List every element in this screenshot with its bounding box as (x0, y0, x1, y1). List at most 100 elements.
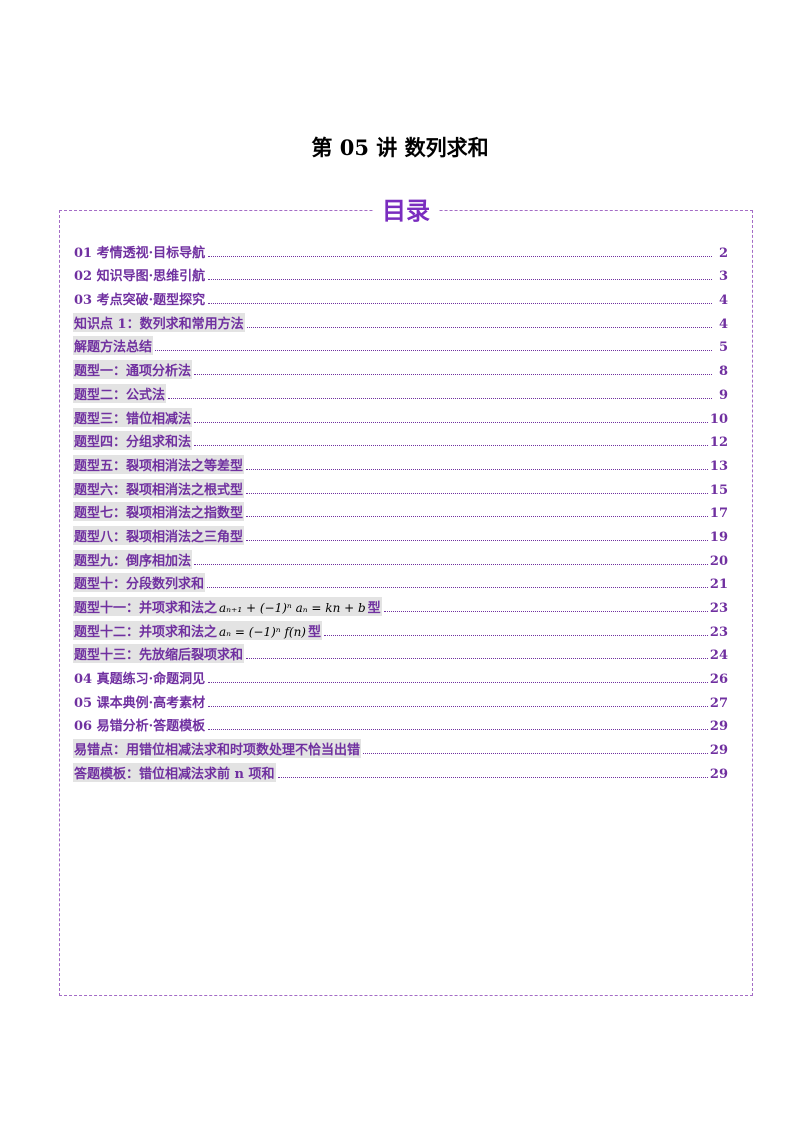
toc-entry-text: 题型十三：先放缩后裂项求和 (74, 648, 244, 664)
toc-entry-label[interactable]: 题型十三：先放缩后裂项求和 (73, 644, 245, 664)
toc-leader-dots (246, 326, 712, 328)
toc-entry-text: 04 真题练习·命题洞见 (74, 672, 206, 688)
toc-page-number[interactable]: 4 (718, 293, 728, 309)
toc-leader-dots (324, 634, 708, 636)
toc-page-number[interactable]: 2 (718, 245, 728, 261)
toc-entry-text: 题型七：裂项相消法之指数型 (74, 506, 244, 522)
toc-entry[interactable]: 易错点：用错位相减法求和时项数处理不恰当出错 29 (73, 734, 728, 759)
toc-leader-dots (194, 563, 708, 565)
toc-entry-label[interactable]: 题型九：倒序相加法 (73, 549, 193, 569)
toc-leader-dots (168, 397, 712, 399)
toc-entry-label[interactable]: 题型三：错位相减法 (73, 407, 193, 427)
toc-page-number[interactable]: 4 (718, 316, 728, 332)
toc-entry-label[interactable]: 03 考点突破·题型探究 (73, 289, 206, 308)
toc-page-number[interactable]: 29 (709, 766, 728, 782)
toc-entry-text: 题型十一：并项求和法之 (74, 601, 218, 616)
toc-entry-label[interactable]: 01 考情透视·目标导航 (73, 242, 206, 261)
toc-entry[interactable]: 题型四：分组求和法 12 (73, 427, 728, 451)
toc-entry-label[interactable]: 易错点：用错位相减法求和时项数处理不恰当出错 (73, 739, 362, 759)
toc-leader-dots (246, 468, 708, 470)
toc-entry-text: 题型四：分组求和法 (74, 435, 192, 451)
toc-leader-dots (246, 515, 708, 518)
toc-page-number[interactable]: 29 (709, 719, 728, 735)
toc-entry[interactable]: 05 课本典例·高考素材 27 (73, 687, 728, 711)
toc-entry[interactable]: 题型五：裂项相消法之等差型 13 (73, 450, 728, 474)
toc-entry-text: 06 易错分析·答题模板 (74, 719, 206, 735)
toc-entry[interactable]: 题型六：裂项相消法之根式型 15 (73, 474, 728, 498)
toc-leader-dots (194, 421, 708, 423)
toc-entry[interactable]: 题型七：裂项相消法之指数型 17 (73, 498, 728, 522)
toc-entry-text: 题型一：通项分析法 (74, 364, 192, 380)
toc-entry-label[interactable]: 题型一：通项分析法 (73, 360, 193, 380)
toc-entry[interactable]: 答题模板：错位相减法求前 n 项和 29 (73, 758, 728, 782)
toc-page-number[interactable]: 20 (709, 553, 728, 569)
toc-entry[interactable]: 题型一：通项分析法 8 (73, 355, 728, 380)
toc-page-number[interactable]: 29 (709, 743, 728, 759)
toc-page-number[interactable]: 3 (718, 269, 728, 285)
toc-page-number[interactable]: 8 (718, 364, 728, 380)
toc-entry-text: 题型二：公式法 (74, 387, 166, 403)
toc-entry[interactable]: 题型十二：并项求和法之 aₙ = (−1)ⁿ f(n) 型 23 (73, 616, 728, 640)
toc-page-number[interactable]: 15 (709, 482, 728, 498)
toc-page-number[interactable]: 27 (709, 695, 728, 711)
toc-list: 01 考情透视·目标导航 2 02 知识导图·思维引航 3 03 考点突破·题型探究 4 知… (73, 237, 728, 782)
toc-leader-dots (208, 681, 708, 684)
toc-leader-dots (208, 278, 712, 281)
toc-page-number[interactable]: 21 (709, 577, 728, 593)
toc-entry-label[interactable]: 题型七：裂项相消法之指数型 (73, 502, 245, 522)
toc-entry-label[interactable]: 题型十二：并项求和法之 aₙ = (−1)ⁿ f(n) 型 (73, 620, 322, 640)
toc-page-number[interactable]: 10 (709, 411, 728, 427)
toc-entry[interactable]: 题型十一：并项求和法之 aₙ₊₁ + (−1)ⁿ aₙ = kn + b 型 23 (73, 592, 728, 616)
toc-entry-text: 题型六：裂项相消法之根式型 (74, 482, 244, 498)
toc-entry-label[interactable]: 解题方法总结 (73, 336, 154, 356)
toc-entry-label[interactable]: 题型八：裂项相消法之三角型 (73, 525, 245, 545)
toc-entry[interactable]: 题型十三：先放缩后裂项求和 24 (73, 640, 728, 664)
toc-entry[interactable]: 题型八：裂项相消法之三角型 19 (73, 521, 728, 545)
toc-entry-text: 题型八：裂项相消法之三角型 (74, 529, 244, 545)
toc-page-number[interactable]: 12 (709, 435, 728, 451)
toc-entry-formula: aₙ = (−1)ⁿ f(n) (219, 624, 306, 639)
toc-entry[interactable]: 01 考情透视·目标导航 2 (73, 237, 728, 261)
toc-entry-suffix: 型 (367, 601, 381, 616)
toc-entry[interactable]: 06 易错分析·答题模板 29 (73, 711, 728, 735)
toc-leader-dots (194, 373, 712, 376)
toc-entry-label[interactable]: 06 易错分析·答题模板 (73, 715, 206, 734)
toc-leader-dots (208, 705, 708, 707)
toc-page-number[interactable]: 9 (718, 387, 728, 403)
toc-entry-label[interactable]: 知识点 1：数列求和常用方法 (73, 312, 245, 332)
toc-entry-label[interactable]: 05 课本典例·高考素材 (73, 692, 206, 711)
toc-entry[interactable]: 题型二：公式法 9 (73, 379, 728, 403)
toc-page-number[interactable]: 26 (709, 672, 728, 688)
toc-page-number[interactable]: 13 (709, 458, 728, 474)
toc-entry[interactable]: 题型十：分段数列求和 21 (73, 569, 728, 593)
toc-page-number[interactable]: 23 (709, 624, 728, 640)
toc-page-number[interactable]: 19 (709, 529, 728, 545)
document-title: 第 05 讲 数列求和 (311, 135, 489, 160)
toc-entry-label[interactable]: 题型四：分组求和法 (73, 431, 193, 451)
toc-entry[interactable]: 题型三：错位相减法 10 (73, 403, 728, 427)
toc-leader-dots (246, 657, 708, 660)
toc-page-number[interactable]: 24 (709, 648, 728, 664)
toc-page-number[interactable]: 17 (709, 506, 728, 522)
toc-entry-label[interactable]: 题型二：公式法 (73, 383, 167, 403)
toc-entry-label[interactable]: 题型六：裂项相消法之根式型 (73, 478, 245, 498)
toc-entry[interactable]: 解题方法总结 5 (73, 332, 728, 356)
toc-entry-text: 01 考情透视·目标导航 (74, 245, 206, 261)
toc-heading: 目录 (374, 197, 438, 225)
toc-entry-label[interactable]: 题型十：分段数列求和 (73, 573, 206, 593)
toc-entry[interactable]: 题型九：倒序相加法 20 (73, 545, 728, 569)
toc-page-number[interactable]: 5 (718, 340, 728, 356)
toc-entry[interactable]: 知识点 1：数列求和常用方法 4 (73, 308, 728, 332)
toc-entry[interactable]: 03 考点突破·题型探究 4 (73, 284, 728, 308)
toc-entry[interactable]: 02 知识导图·思维引航 3 (73, 261, 728, 285)
toc-entry-label[interactable]: 题型五：裂项相消法之等差型 (73, 454, 245, 474)
toc-entry-label[interactable]: 02 知识导图·思维引航 (73, 265, 206, 284)
toc-entry[interactable]: 04 真题练习·命题洞见 26 (73, 663, 728, 687)
toc-page-number[interactable]: 23 (709, 601, 728, 616)
toc-leader-dots (155, 349, 712, 352)
toc-entry-label[interactable]: 04 真题练习·命题洞见 (73, 668, 206, 687)
toc-entry-text: 02 知识导图·思维引航 (74, 269, 206, 285)
toc-leader-dots (208, 255, 712, 257)
toc-entry-label[interactable]: 答题模板：错位相减法求前 n 项和 (73, 762, 276, 782)
